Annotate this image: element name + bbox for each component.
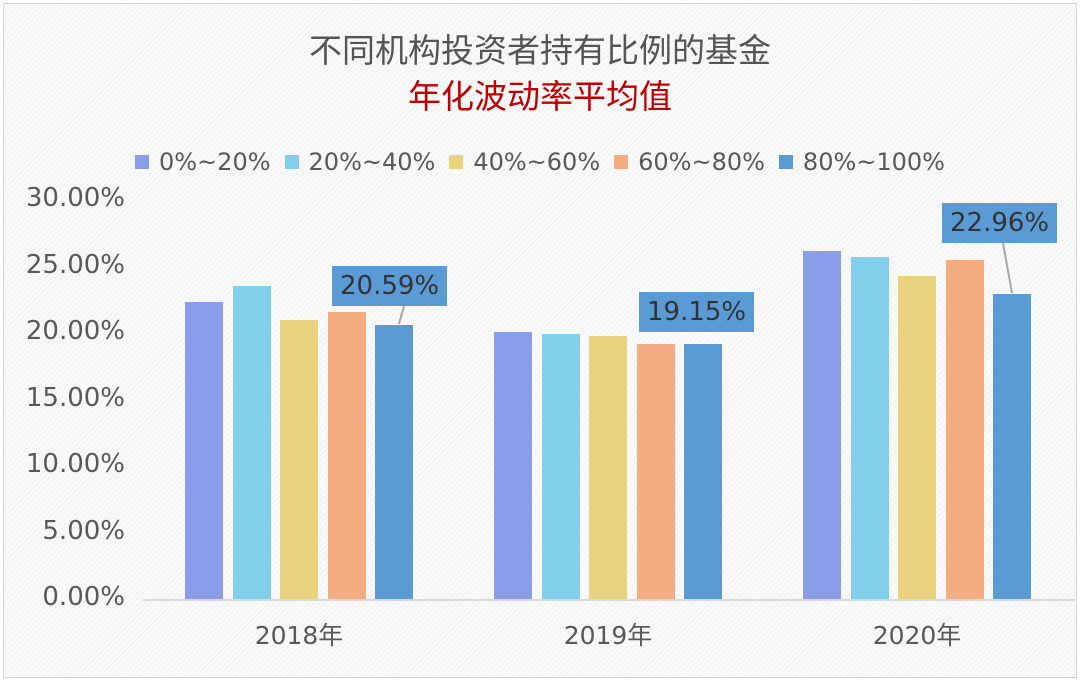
bar	[684, 344, 722, 599]
y-tick-label: 20.00%	[25, 316, 125, 346]
legend-label: 0%~20%	[159, 148, 271, 176]
data-label-callout: 19.15%	[639, 292, 755, 332]
legend-label: 80%~100%	[802, 148, 945, 176]
y-tick-label: 10.00%	[25, 449, 125, 479]
legend-item: 20%~40%	[284, 148, 436, 176]
legend-item: 60%~80%	[614, 148, 765, 176]
legend-item: 80%~100%	[778, 148, 945, 176]
x-tick-label: 2018年	[254, 621, 344, 650]
y-tick-label: 0.00%	[42, 582, 125, 612]
bar	[850, 257, 889, 599]
bar	[541, 334, 580, 599]
legend-swatch-icon	[778, 155, 793, 169]
chart-subtitle: 年化波动率平均值	[408, 77, 672, 116]
data-label-callout: 22.96%	[942, 203, 1058, 243]
legend-item: 0%~20%	[135, 148, 271, 176]
legend-label: 60%~80%	[638, 148, 765, 176]
legend-swatch-icon	[135, 155, 149, 169]
legend: 0%~20% 20%~40% 40%~60% 60%~80% 80%~100%	[0, 148, 1080, 176]
x-tick-label: 2020年	[872, 621, 962, 650]
legend-item: 40%~60%	[449, 148, 600, 176]
legend-label: 20%~40%	[308, 148, 436, 176]
bar	[945, 259, 984, 599]
bar	[898, 275, 936, 599]
y-tick-label: 15.00%	[25, 382, 125, 413]
bar	[185, 302, 223, 599]
legend-swatch-icon	[614, 155, 629, 169]
bar	[589, 335, 627, 599]
y-tick-label: 30.00%	[25, 183, 125, 213]
y-tick-label: 5.00%	[42, 515, 125, 546]
legend-swatch-icon	[449, 155, 464, 169]
bar	[327, 311, 366, 599]
bar	[375, 325, 413, 599]
legend-swatch-icon	[284, 155, 299, 169]
bar	[232, 286, 271, 599]
x-tick-label: 2019年	[563, 621, 653, 650]
x-axis-line	[143, 599, 1075, 601]
bar	[280, 319, 318, 599]
legend-label: 40%~60%	[473, 148, 601, 176]
y-tick-label: 25.00%	[25, 249, 125, 280]
bar	[993, 293, 1031, 599]
data-label-callout: 20.59%	[332, 266, 448, 306]
bar	[636, 343, 675, 599]
chart-title: 不同机构投资者持有比例的基金	[309, 31, 771, 70]
bar	[494, 331, 532, 599]
bar	[803, 250, 841, 599]
